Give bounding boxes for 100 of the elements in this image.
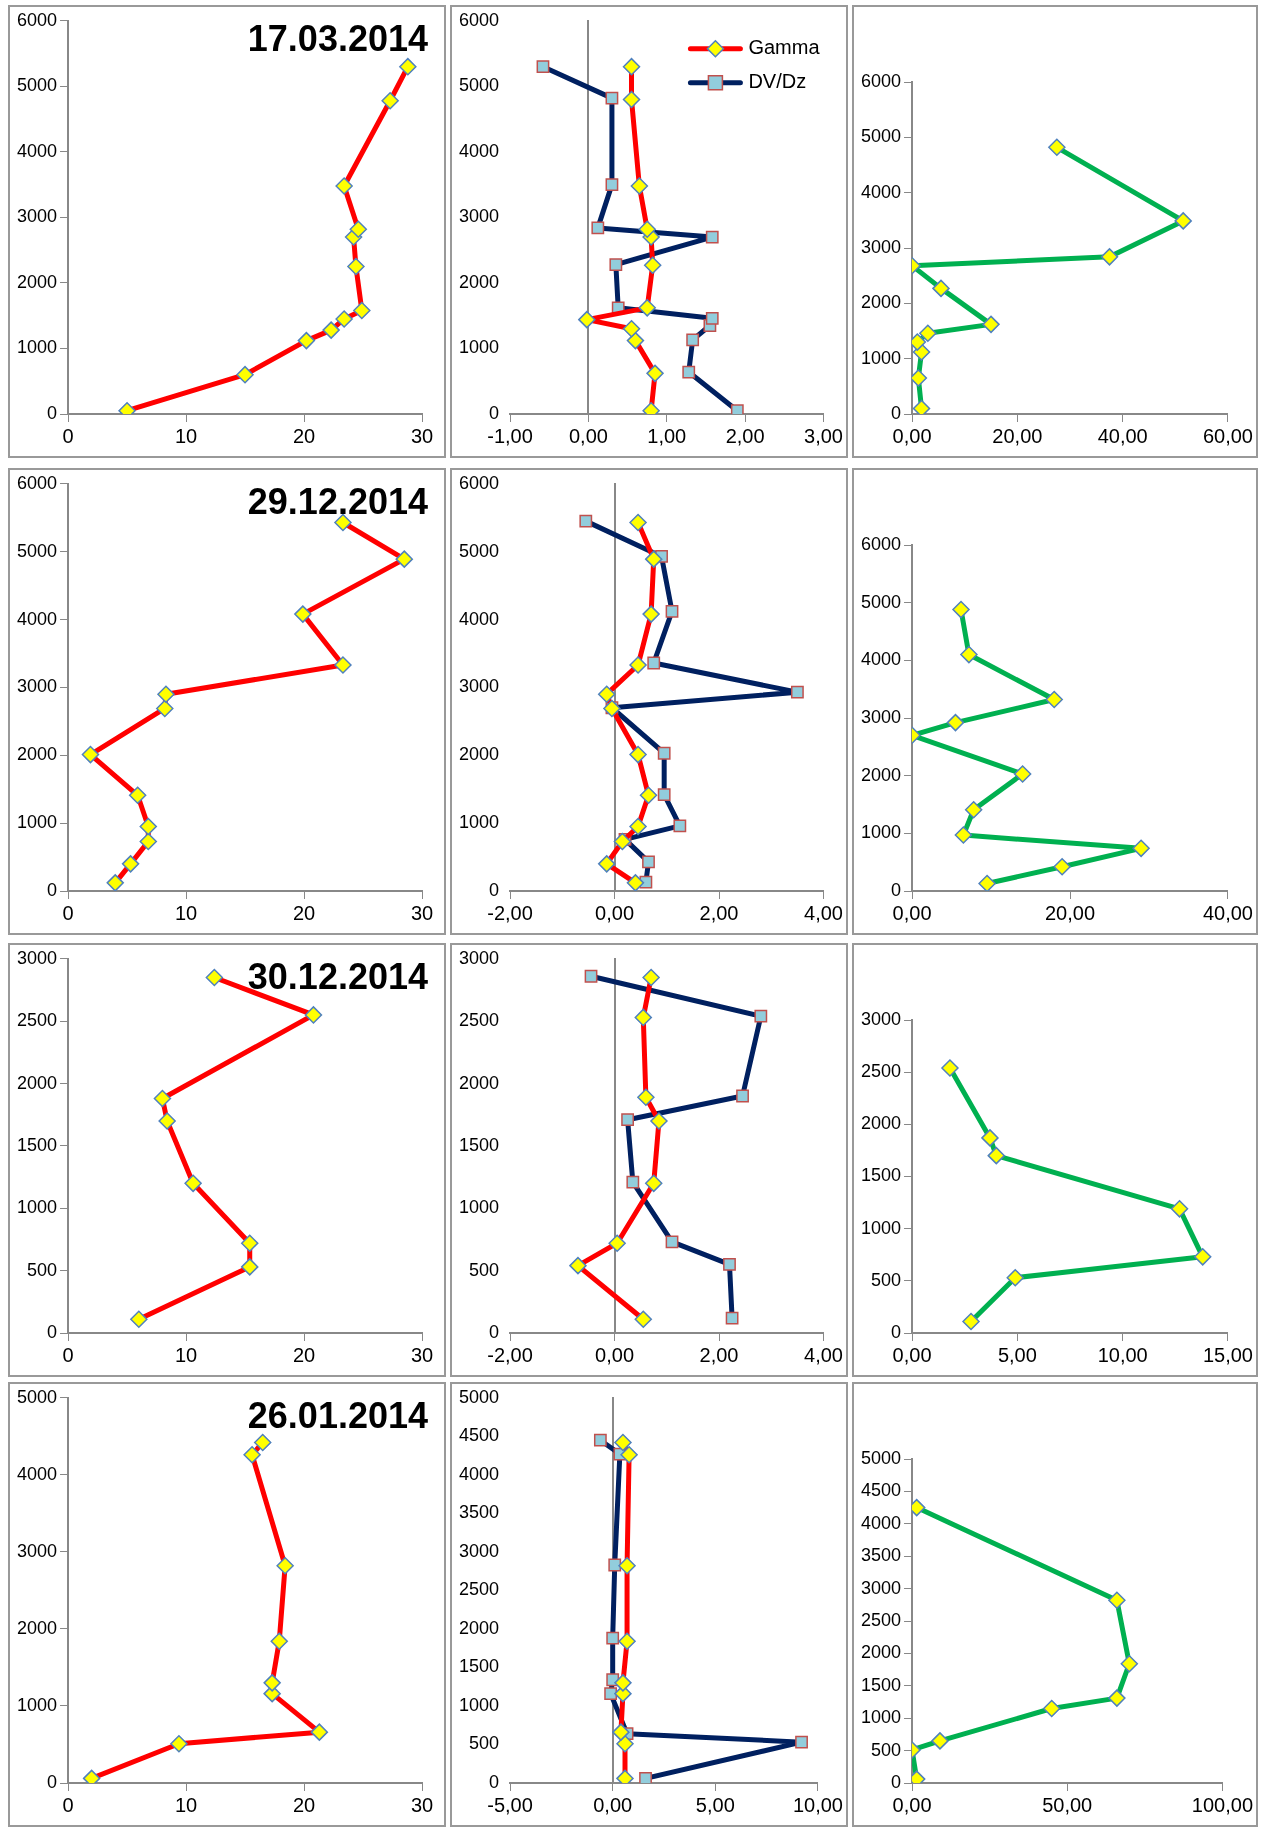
y-tick-label: 5000: [17, 75, 58, 96]
y-tick-label: 1500: [17, 1134, 58, 1155]
y-tick-label: 2000: [459, 271, 500, 292]
x-tick-label: 3,00: [804, 424, 844, 447]
y-tick-label: 0: [489, 402, 500, 423]
y-tick-label: 3000: [459, 947, 500, 968]
y-tick-label: 0: [489, 879, 500, 900]
y-tick-label: 2000: [459, 1617, 500, 1638]
y-tick-label: 5000: [459, 1386, 500, 1407]
y-tick-label: 2000: [17, 1617, 58, 1638]
x-tick-label: 10: [174, 424, 198, 447]
y-tick-label: 1500: [861, 1674, 902, 1695]
y-tick-label: 0: [47, 1771, 58, 1792]
x-tick-label: 20,00: [992, 424, 1043, 447]
x-tick-label: 0,00: [568, 424, 608, 447]
y-tick-label: 6000: [17, 472, 58, 493]
x-tick-label: -2,00: [487, 901, 533, 924]
y-tick-label: 4500: [459, 1425, 500, 1446]
y-tick-label: 3000: [17, 206, 58, 227]
x-tick-label: 40,00: [1202, 901, 1254, 924]
y-tick-label: 2000: [17, 271, 58, 292]
y-tick-label: 3000: [861, 1008, 902, 1029]
y-tick-label: 0: [489, 1771, 500, 1792]
y-tick-label: 500: [27, 1259, 58, 1280]
x-tick-label: 20: [292, 1793, 316, 1816]
y-tick-label: 0: [47, 402, 58, 423]
y-tick-label: 1000: [861, 1707, 902, 1728]
y-tick-label: 2000: [861, 1642, 902, 1663]
y-tick-label: 3000: [17, 676, 58, 697]
y-tick-label: 2500: [861, 1609, 902, 1630]
x-tick-label: 20: [292, 901, 316, 924]
x-tick-label: 4,00: [804, 901, 844, 924]
x-tick-label: 10: [174, 1343, 198, 1366]
y-tick-label: 1000: [861, 347, 902, 368]
y-tick-label: 1000: [459, 1694, 500, 1715]
y-tick-label: 0: [489, 1321, 500, 1342]
x-tick-label: 10,00: [792, 1793, 844, 1816]
y-tick-label: 4000: [861, 181, 902, 202]
y-tick-label: 1500: [459, 1134, 500, 1155]
y-tick-label: 500: [871, 1739, 902, 1760]
x-tick-label: 30: [410, 1793, 434, 1816]
y-tick-label: 1000: [459, 812, 500, 833]
y-tick-label: 4000: [861, 649, 902, 670]
y-tick-label: 5000: [861, 1447, 902, 1468]
y-tick-label: 3000: [861, 706, 902, 727]
y-tick-label: 4000: [459, 1463, 500, 1484]
x-tick-label: 4,00: [804, 1343, 844, 1366]
y-tick-label: 500: [469, 1259, 500, 1280]
x-tick-label: 30: [410, 901, 434, 924]
y-tick-label: 2500: [459, 1010, 500, 1031]
chart-title: 29.12.2014: [247, 480, 428, 522]
y-tick-label: 4000: [17, 140, 58, 161]
y-tick-label: 5000: [459, 75, 500, 96]
y-tick-label: 2000: [861, 764, 902, 785]
y-tick-label: 5000: [17, 540, 58, 561]
y-tick-label: 1000: [17, 812, 58, 833]
y-tick-label: 2000: [861, 292, 902, 313]
y-tick-label: 4000: [861, 1512, 902, 1533]
y-tick-label: 6000: [459, 9, 500, 30]
x-tick-label: 2,00: [699, 901, 739, 924]
y-tick-label: 3000: [459, 1540, 500, 1561]
y-tick-label: 0: [891, 879, 902, 900]
y-tick-label: 1500: [459, 1656, 500, 1677]
chart-title: 17.03.2014: [247, 17, 428, 59]
y-tick-label: 2000: [459, 1072, 500, 1093]
x-tick-label: 0,00: [892, 1343, 932, 1366]
y-tick-label: 0: [47, 1321, 58, 1342]
x-tick-label: 2,00: [699, 1343, 739, 1366]
y-tick-label: 1000: [861, 822, 902, 843]
x-tick-label: 40,00: [1097, 424, 1148, 447]
y-tick-label: 1000: [17, 1694, 58, 1715]
x-tick-label: 2,00: [725, 424, 765, 447]
y-tick-label: 0: [47, 879, 58, 900]
y-tick-label: 2000: [17, 1072, 58, 1093]
x-tick-label: 0: [62, 901, 74, 924]
y-tick-label: 2000: [17, 744, 58, 765]
x-tick-label: 0,00: [595, 901, 635, 924]
y-tick-label: 4000: [459, 140, 500, 161]
x-tick-label: 100,00: [1191, 1793, 1253, 1816]
y-tick-label: 0: [891, 1771, 902, 1792]
y-tick-label: 6000: [459, 472, 500, 493]
y-tick-label: 4500: [861, 1480, 902, 1501]
x-tick-label: 0: [62, 1343, 74, 1366]
x-tick-label: 0,00: [892, 1793, 932, 1816]
y-tick-label: 6000: [861, 70, 902, 91]
x-tick-label: -1,00: [487, 424, 533, 447]
chart-title: 30.12.2014: [247, 955, 428, 997]
x-tick-label: 60,00: [1202, 424, 1254, 447]
y-tick-label: 3000: [17, 1540, 58, 1561]
y-tick-label: 1000: [861, 1217, 902, 1238]
y-tick-label: 1500: [861, 1165, 902, 1186]
y-tick-label: 3500: [861, 1545, 902, 1566]
y-tick-label: 1000: [17, 1197, 58, 1218]
y-tick-label: 3500: [459, 1502, 500, 1523]
x-tick-label: 50,00: [1042, 1793, 1093, 1816]
y-tick-label: 2000: [861, 1113, 902, 1134]
x-tick-label: 0,00: [892, 424, 932, 447]
y-tick-label: 1000: [17, 337, 58, 358]
x-tick-label: 5,00: [997, 1343, 1037, 1366]
legend-label: Gamma: [748, 36, 821, 59]
